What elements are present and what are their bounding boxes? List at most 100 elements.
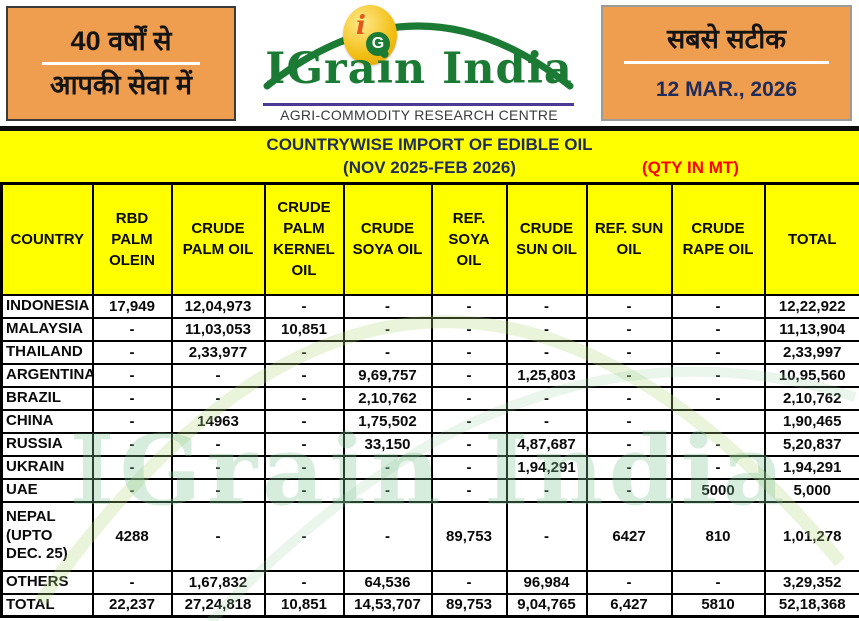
value-cell: -: [505, 500, 588, 572]
value-cell: 1,25,803: [505, 362, 588, 388]
value-cell: -: [342, 293, 433, 319]
header-separator: [0, 126, 859, 131]
value-cell: 89,753: [430, 500, 508, 572]
column-header-8: CRUDE RAPE OIL: [670, 182, 766, 296]
logo-arc-icon: [263, 22, 574, 90]
value-cell: 96,984: [505, 569, 588, 595]
country-cell: MALAYSIA: [0, 316, 94, 342]
value-cell: 9,04,765: [505, 592, 588, 618]
country-cell: RUSSIA: [0, 431, 94, 457]
value-cell: -: [505, 408, 588, 434]
value-cell: -: [670, 362, 766, 388]
value-cell: -: [263, 431, 345, 457]
country-cell: ARGENTINA: [0, 362, 94, 388]
table-row-total: TOTAL 22,237 27,24,818 10,851 14,53,707 89,75…: [0, 592, 859, 618]
value-cell: 27,24,818: [170, 592, 266, 618]
column-header-9: TOTAL: [763, 182, 859, 296]
value-cell: 12,04,973: [170, 293, 266, 319]
value-cell: 12,22,922: [763, 293, 859, 319]
column-header-5: REF. SOYA OIL: [430, 182, 508, 296]
table-row-thailand: THAILAND -2,33,977- - - - - -2,33,997: [0, 339, 859, 365]
table-row-russia: RUSSIA - - -33,150-4,87,687- -5,20,837: [0, 431, 859, 457]
logo-ball-letter-i: i: [356, 11, 366, 41]
country-cell: OTHERS: [0, 569, 94, 595]
value-cell: -: [91, 569, 173, 595]
value-cell: -: [430, 316, 508, 342]
value-cell: 22,237: [91, 592, 173, 618]
value-cell: 5000: [670, 477, 766, 503]
value-cell: -: [342, 477, 433, 503]
value-cell: 5,20,837: [763, 431, 859, 457]
value-cell: 2,33,997: [763, 339, 859, 365]
value-cell: -: [263, 339, 345, 365]
value-cell: -: [505, 385, 588, 411]
value-cell: 14963: [170, 408, 266, 434]
value-cell: -: [170, 362, 266, 388]
value-cell: -: [263, 385, 345, 411]
value-cell: -: [342, 316, 433, 342]
value-cell: -: [585, 339, 673, 365]
country-cell: INDONESIA: [0, 293, 94, 319]
value-cell: -: [670, 569, 766, 595]
country-cell: CHINA: [0, 408, 94, 434]
value-cell: 6427: [585, 500, 673, 572]
country-cell: THAILAND: [0, 339, 94, 365]
value-cell: 1,75,502: [342, 408, 433, 434]
value-cell: [670, 408, 766, 434]
value-cell: -: [670, 293, 766, 319]
logo-underline: [263, 103, 574, 106]
logo-ball-letter-g: G: [366, 32, 390, 56]
slogan-text: सबसे सटीक: [666, 24, 786, 55]
value-cell: -: [430, 339, 508, 365]
logo-tagline: AGRI-COMMODITY RESEARCH CENTRE: [280, 107, 558, 123]
value-cell: 6,427: [585, 592, 673, 618]
value-cell: -: [263, 293, 345, 319]
value-cell: -: [585, 408, 673, 434]
import-table-section: COUNTRY RBD PALM OLEIN CRUDE PALM OIL CRUDE…: [0, 182, 859, 621]
value-cell: 14,53,707: [342, 592, 433, 618]
table-row-malaysia: MALAYSIA -11,03,053 10,851- - - - -11,13,904: [0, 316, 859, 342]
value-cell: -: [263, 500, 345, 572]
value-cell: -: [670, 431, 766, 457]
value-cell: -: [170, 454, 266, 480]
value-cell: 52,18,368: [763, 592, 859, 618]
value-cell: -: [585, 431, 673, 457]
value-cell: -: [342, 500, 433, 572]
value-cell: 810: [670, 500, 766, 572]
value-cell: 5810: [670, 592, 766, 618]
value-cell: 1,67,832: [170, 569, 266, 595]
column-header-2: CRUDE PALM OIL: [170, 182, 266, 296]
value-cell: -: [430, 408, 508, 434]
value-cell: 11,03,053: [170, 316, 266, 342]
value-cell: -: [670, 339, 766, 365]
logo-name: IGrain India: [265, 44, 573, 94]
value-cell: 4,87,687: [505, 431, 588, 457]
value-cell: -: [91, 454, 173, 480]
country-cell: TOTAL: [0, 592, 94, 618]
value-cell: -: [263, 454, 345, 480]
service-years-box: 40 वर्षों से आपकी सेवा में: [6, 6, 236, 121]
value-cell: -: [430, 293, 508, 319]
value-cell: 17,949: [91, 293, 173, 319]
value-cell: -: [505, 339, 588, 365]
value-cell: 2,10,762: [342, 385, 433, 411]
value-cell: -: [505, 293, 588, 319]
value-cell: 2,10,762: [763, 385, 859, 411]
table-row-indonesia: INDONESIA 17,949 12,04,973- - - - - -12,22,922: [0, 293, 859, 319]
value-cell: -: [342, 339, 433, 365]
value-cell: -: [670, 385, 766, 411]
column-header-3: CRUDE PALM KERNEL OIL: [263, 182, 345, 296]
value-cell: 33,150: [342, 431, 433, 457]
value-cell: -: [91, 385, 173, 411]
igrain-logo: i G IGrain India AGRI-COMMODITY RESEARCH…: [237, 0, 601, 126]
value-cell: 10,851: [263, 316, 345, 342]
left-box-divider: [42, 62, 200, 65]
column-header-4: CRUDE SOYA OIL: [342, 182, 433, 296]
value-cell: -: [585, 316, 673, 342]
value-cell: -: [585, 293, 673, 319]
value-cell: 1,90,465: [763, 408, 859, 434]
value-cell: -: [342, 454, 433, 480]
value-cell: -: [91, 362, 173, 388]
service-years-line1: 40 वर्षों से: [70, 25, 172, 56]
